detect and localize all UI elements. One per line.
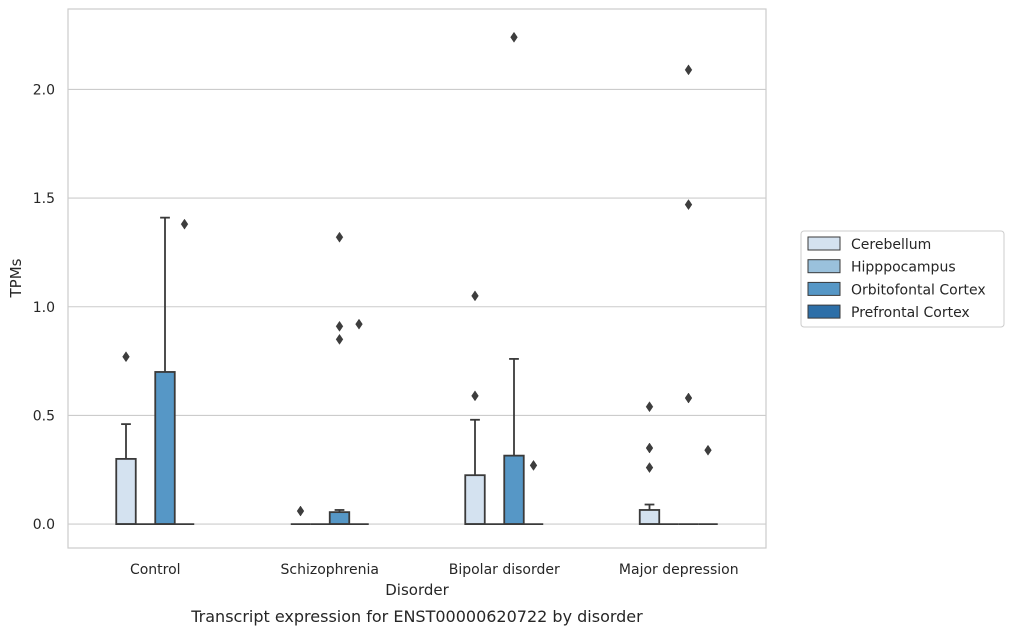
outlier-point [335, 333, 344, 345]
outlier-point [684, 392, 693, 404]
outlier-point [471, 390, 479, 402]
box-body [154, 371, 176, 525]
x-axis-label: Disorder [385, 581, 449, 599]
box-orbitofontal-cortex-0 [154, 216, 176, 525]
box-body [638, 509, 661, 525]
x-tick-label: Control [130, 562, 181, 578]
box-prefrontal-cortex-2 [523, 459, 544, 525]
legend-frame [800, 230, 1005, 328]
legend-swatch [807, 281, 841, 296]
y-tick-label: 2.0 [33, 82, 55, 98]
x-tick-label: Schizophrenia [281, 562, 379, 578]
box-orbitofontal-cortex-3 [678, 64, 699, 525]
outlier-point [684, 199, 693, 211]
outlier-point [335, 231, 344, 243]
box-body [464, 474, 486, 525]
outlier-point [684, 64, 693, 76]
legend-entry: Orbitofontal Cortex [807, 281, 986, 298]
outlier-point [510, 31, 518, 43]
legend-swatch [807, 259, 841, 274]
box-prefrontal-cortex-1 [349, 318, 369, 525]
box-prefrontal-cortex-0 [174, 218, 195, 525]
legend-entry: Hipppocampus [807, 259, 956, 276]
outlier-point [645, 401, 654, 413]
legend-entry: Cerebellum [807, 236, 931, 253]
outlier-point [355, 318, 363, 330]
outlier-point [471, 290, 479, 302]
box-cerebellum-3 [638, 401, 661, 525]
outlier-point [122, 351, 130, 363]
box-cerebellum-1 [290, 505, 311, 525]
outlier-point [335, 320, 344, 332]
y-tick-label: 1.5 [33, 191, 55, 207]
legend-label: Prefrontal Cortex [851, 305, 970, 321]
y-tick-labels: 0.0 0.5 1.0 1.5 2.0 [33, 82, 55, 533]
outlier-point [296, 505, 305, 517]
y-tick-label: 0.0 [33, 517, 55, 533]
legend-entry: Prefrontal Cortex [807, 304, 970, 321]
outlier-point [180, 218, 189, 230]
box-layer [115, 31, 718, 525]
legend-swatch [807, 236, 841, 251]
x-tick-labels: Control Schizophrenia Bipolar disorder Majo… [130, 562, 739, 578]
y-tick-label: 0.5 [33, 408, 55, 424]
box-body [503, 454, 525, 525]
legend: Cerebellum Hipppocampus Orbitofontal Corte… [800, 230, 1005, 328]
box-prefrontal-cortex-3 [698, 444, 718, 525]
outlier-point [529, 459, 538, 471]
box-body [115, 457, 137, 525]
outlier-point [645, 462, 654, 474]
plot-frame [67, 8, 767, 549]
legend-label: Cerebellum [851, 237, 931, 253]
y-axis-label: TPMs [7, 258, 25, 298]
legend-swatch [807, 304, 841, 319]
y-tick-label: 1.0 [33, 300, 55, 316]
box-body [328, 511, 351, 525]
box-orbitofontal-cortex-2 [503, 31, 525, 525]
outlier-point [645, 442, 654, 454]
outlier-point [704, 444, 712, 456]
x-tick-label: Major depression [619, 562, 739, 578]
box-orbitofontal-cortex-1 [328, 231, 351, 525]
chart-caption: Transcript expression for ENST0000062072… [190, 607, 643, 626]
legend-label: Hipppocampus [851, 260, 956, 276]
box-cerebellum-0 [115, 351, 137, 525]
box-cerebellum-2 [464, 290, 486, 525]
x-tick-label: Bipolar disorder [449, 562, 560, 578]
legend-label: Orbitofontal Cortex [851, 282, 986, 298]
